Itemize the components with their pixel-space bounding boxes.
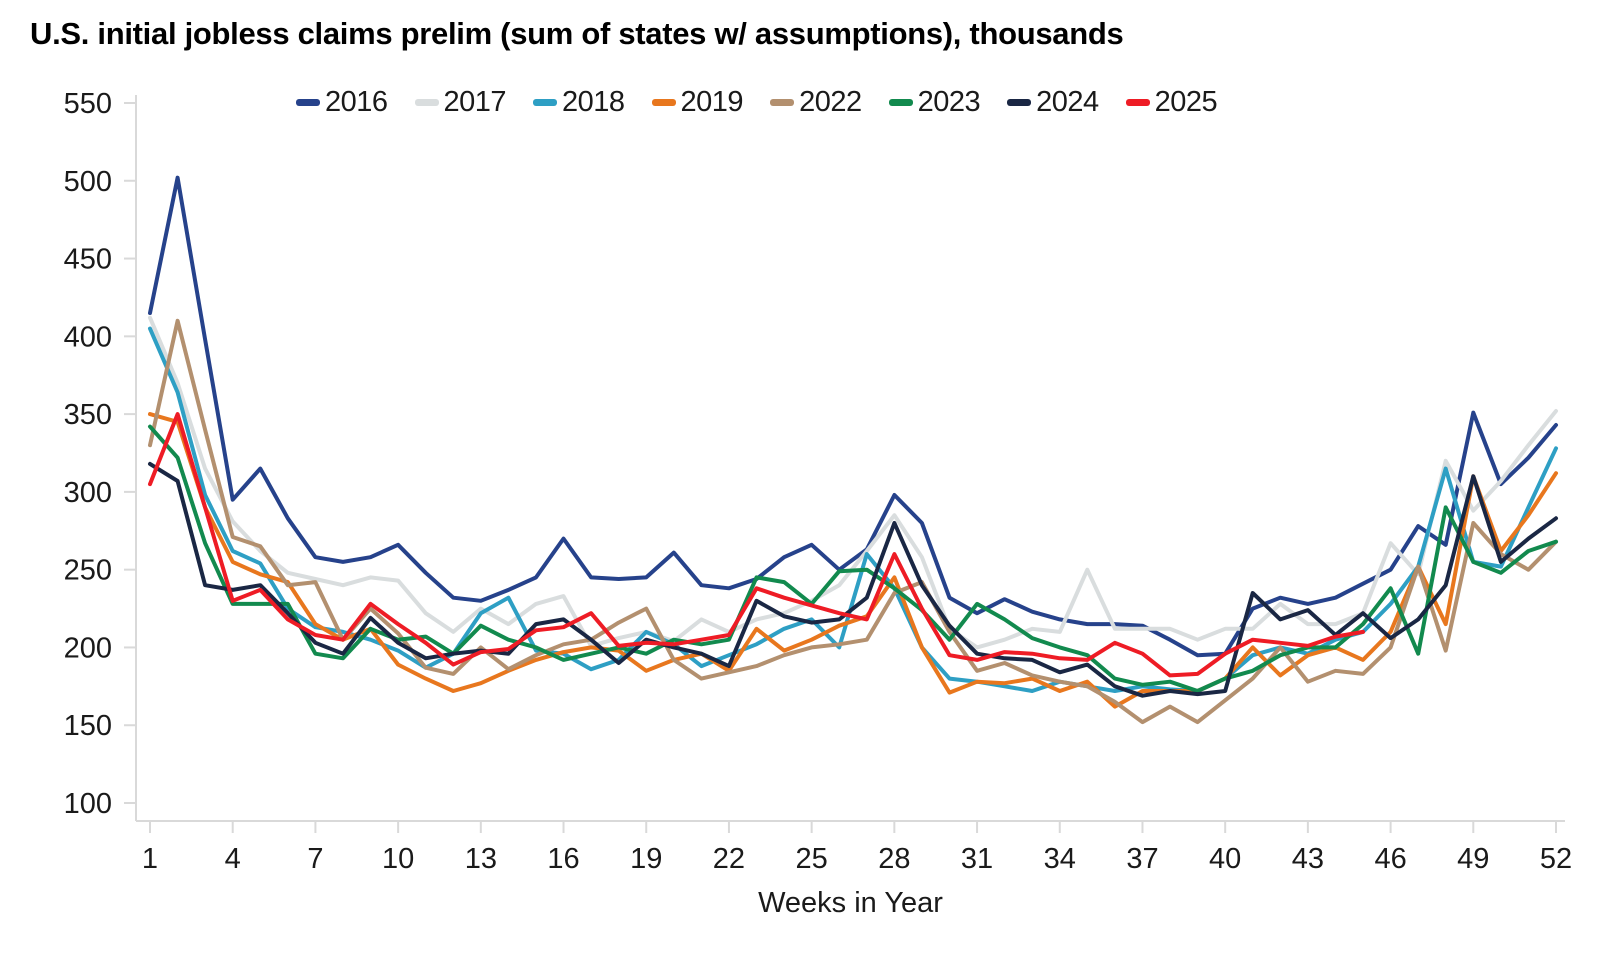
x-tick-label: 28 [878, 843, 910, 875]
chart-title: U.S. initial jobless claims prelim (sum … [30, 16, 1124, 51]
x-tick-label: 16 [547, 843, 579, 875]
legend-label-2017: 2017 [443, 86, 507, 118]
legend-swatch-2019 [651, 99, 676, 106]
chart-legend: 2016 2017 2018 2019 2022 2023 2024 2025 [296, 86, 1218, 119]
legend-item-2023: 2023 [888, 86, 981, 119]
x-tick-label: 52 [1540, 843, 1572, 875]
legend-swatch-2016 [296, 99, 320, 106]
x-tick-label: 34 [1044, 843, 1076, 875]
x-tick-label: 40 [1209, 843, 1241, 875]
y-tick-label: 350 [64, 399, 112, 431]
legend-label-2023: 2023 [917, 86, 981, 118]
x-tick-label: 22 [713, 843, 745, 875]
legend-item-2025: 2025 [1125, 86, 1218, 119]
x-tick-label: 1 [142, 843, 158, 875]
series-line-2024 [148, 461, 1558, 698]
series-line-2019 [148, 412, 1558, 709]
x-tick-label: 13 [465, 843, 497, 875]
legend-label-2016: 2016 [325, 86, 388, 118]
x-tick-label: 7 [307, 843, 323, 875]
legend-label-2019: 2019 [680, 86, 744, 118]
x-tick-label: 25 [796, 843, 828, 875]
legend-label-2022: 2022 [799, 86, 862, 118]
x-axis-title: Weeks in Year [758, 887, 943, 919]
x-tick-label: 31 [961, 843, 993, 875]
x-tick-label: 43 [1292, 843, 1324, 875]
legend-item-2024: 2024 [1007, 86, 1099, 119]
legend-item-2018: 2018 [533, 86, 625, 119]
x-tick-label: 10 [382, 843, 414, 875]
legend-swatch-2018 [533, 99, 558, 106]
x-tick-label: 19 [630, 843, 662, 875]
series-line-2025 [148, 412, 1365, 678]
legend-swatch-2022 [770, 99, 795, 106]
x-tick-label: 37 [1126, 843, 1158, 875]
legend-swatch-2025 [1125, 99, 1150, 106]
series-line-2022 [148, 318, 1558, 725]
y-tick-label: 250 [64, 555, 112, 587]
y-tick-label: 400 [64, 321, 112, 353]
y-tick-label: 300 [64, 477, 112, 509]
x-tick-label: 46 [1374, 843, 1406, 875]
legend-swatch-2024 [1007, 99, 1032, 106]
y-tick-label: 450 [64, 244, 112, 276]
x-tick-label: 4 [225, 843, 241, 875]
y-tick-label: 200 [64, 632, 112, 664]
legend-swatch-2017 [414, 99, 439, 106]
series-line-2016 [148, 175, 1558, 658]
legend-item-2022: 2022 [770, 86, 862, 119]
legend-label-2018: 2018 [562, 86, 625, 118]
legend-item-2019: 2019 [651, 86, 744, 119]
series-line-2023 [148, 424, 1558, 693]
legend-label-2025: 2025 [1154, 86, 1218, 118]
legend-item-2016: 2016 [296, 86, 388, 119]
y-tick-label: 550 [64, 88, 112, 120]
y-tick-label: 150 [64, 710, 112, 742]
legend-swatch-2023 [888, 99, 913, 106]
y-tick-label: 100 [64, 788, 112, 820]
y-tick-label: 500 [64, 166, 112, 198]
legend-label-2024: 2024 [1036, 86, 1099, 118]
x-tick-label: 49 [1457, 843, 1489, 875]
legend-item-2017: 2017 [414, 86, 507, 119]
